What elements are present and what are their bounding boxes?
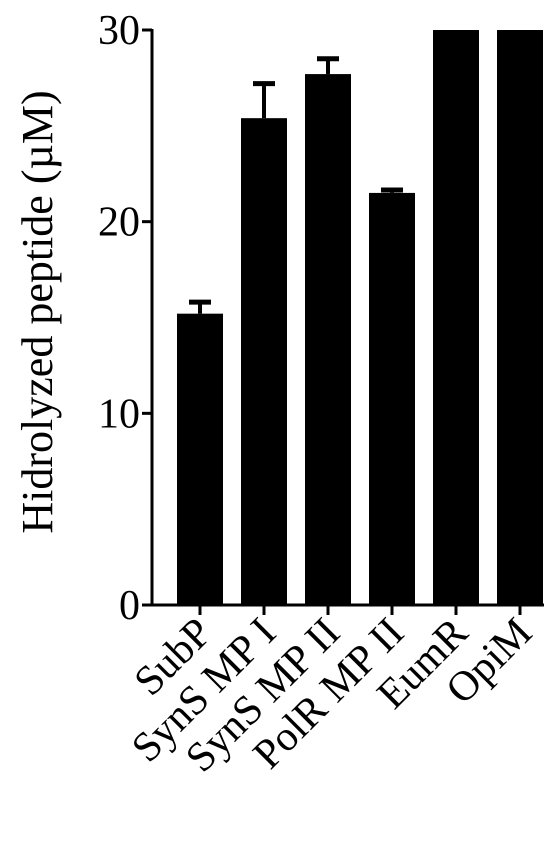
error-bars-group: [189, 56, 403, 314]
bars-group: [177, 30, 543, 606]
y-axis-label: Hidrolyzed peptide (µM): [13, 90, 62, 533]
bar-polr-mp-ii: [369, 192, 415, 605]
bar-syns-mp-i: [241, 118, 287, 606]
y-tick-label: 20: [98, 200, 140, 246]
bar-subp: [177, 313, 223, 605]
bar-eumr: [433, 30, 479, 605]
bar-opim: [497, 30, 543, 605]
y-tick-label: 0: [119, 583, 140, 629]
y-ticks-group: 0 10 20 30: [98, 8, 152, 629]
bar-syns-mp-ii: [305, 74, 351, 606]
y-tick-label: 10: [98, 391, 140, 437]
y-tick-label: 30: [98, 8, 140, 54]
